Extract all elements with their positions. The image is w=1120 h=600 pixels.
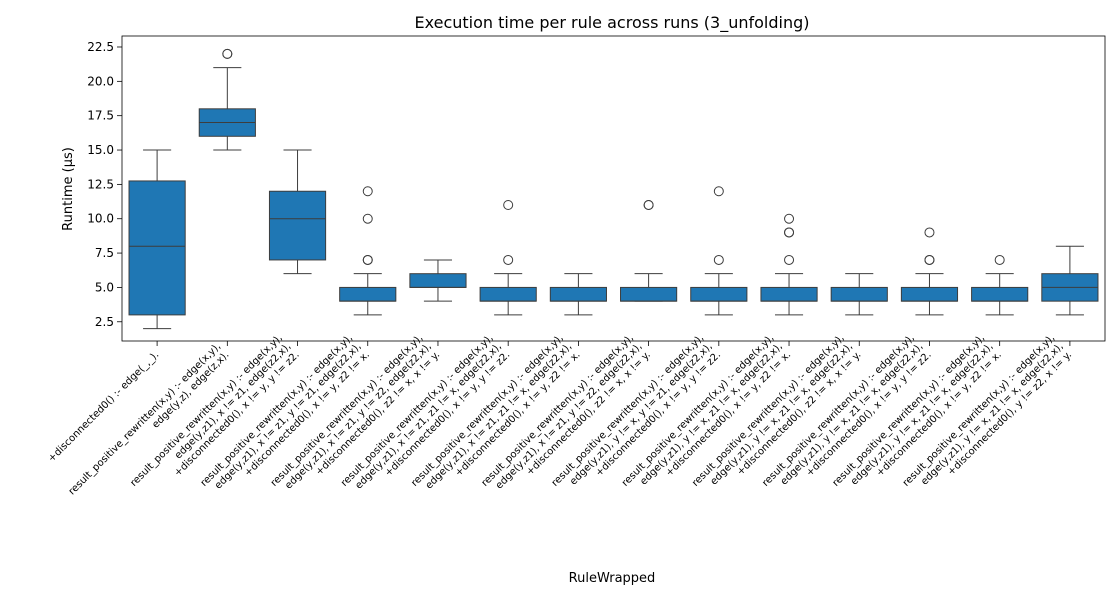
outlier-point bbox=[713, 254, 724, 265]
outlier-point bbox=[222, 48, 233, 59]
box-group bbox=[971, 254, 1029, 316]
box bbox=[900, 286, 959, 302]
box bbox=[549, 286, 607, 302]
outlier-point bbox=[994, 254, 1005, 265]
y-tick-label: 20.0 bbox=[87, 74, 114, 88]
y-axis: 2.5 5.0 7.5 10.0 12.5 15.0 17.5 20.0 22.5 bbox=[87, 40, 122, 329]
x-axis: +disconnected0() :- edge(_,_).result_pos… bbox=[46, 332, 1074, 497]
box bbox=[268, 190, 327, 261]
box-group bbox=[900, 227, 959, 316]
outlier-point bbox=[924, 254, 935, 265]
box bbox=[479, 286, 537, 302]
plot-frame bbox=[121, 35, 1106, 342]
outlier-point bbox=[503, 254, 514, 265]
outlier-point bbox=[362, 213, 373, 224]
box-group bbox=[339, 186, 397, 316]
chart-title: Execution time per rule across runs (3_u… bbox=[415, 13, 810, 33]
box-group bbox=[620, 199, 678, 302]
y-tick-label: 10.0 bbox=[87, 212, 114, 226]
box bbox=[690, 286, 748, 302]
box-group bbox=[690, 186, 748, 316]
box-group bbox=[1041, 245, 1099, 316]
outlier-point bbox=[362, 254, 373, 265]
box bbox=[760, 286, 818, 302]
outlier-point bbox=[784, 254, 795, 265]
box bbox=[830, 286, 888, 302]
plot-area bbox=[128, 48, 1099, 330]
outlier-point bbox=[713, 186, 724, 197]
box-group bbox=[830, 273, 888, 316]
box-group bbox=[760, 213, 818, 316]
y-tick-label: 7.5 bbox=[95, 246, 114, 260]
box bbox=[339, 286, 397, 302]
y-tick-label: 17.5 bbox=[87, 109, 114, 123]
box-group bbox=[128, 149, 186, 330]
outlier-point bbox=[924, 227, 935, 238]
y-tick-label: 22.5 bbox=[87, 40, 114, 54]
y-tick-label: 15.0 bbox=[87, 143, 114, 157]
x-axis-label: RuleWrapped bbox=[569, 571, 656, 586]
outlier-point bbox=[362, 186, 373, 197]
box-group bbox=[479, 199, 537, 316]
box bbox=[620, 286, 678, 302]
x-tick-label-line: +disconnected0() :- edge(_,_). bbox=[46, 349, 161, 464]
y-axis-label: Runtime (µs) bbox=[61, 147, 76, 231]
box-group bbox=[549, 273, 607, 316]
outlier-point bbox=[784, 213, 795, 224]
x-tick-label: +disconnected0() :- edge(_,_). bbox=[46, 349, 161, 464]
box bbox=[971, 286, 1029, 302]
y-tick-label: 12.5 bbox=[87, 177, 114, 191]
y-tick-label: 2.5 bbox=[95, 315, 114, 329]
outlier-point bbox=[784, 227, 795, 238]
box-group bbox=[268, 149, 327, 275]
y-tick-label: 5.0 bbox=[95, 280, 114, 294]
box-group bbox=[409, 259, 467, 302]
box bbox=[409, 273, 467, 288]
box bbox=[128, 180, 186, 316]
box-group bbox=[198, 48, 256, 151]
outlier-point bbox=[643, 199, 654, 210]
outlier-point bbox=[503, 199, 514, 210]
